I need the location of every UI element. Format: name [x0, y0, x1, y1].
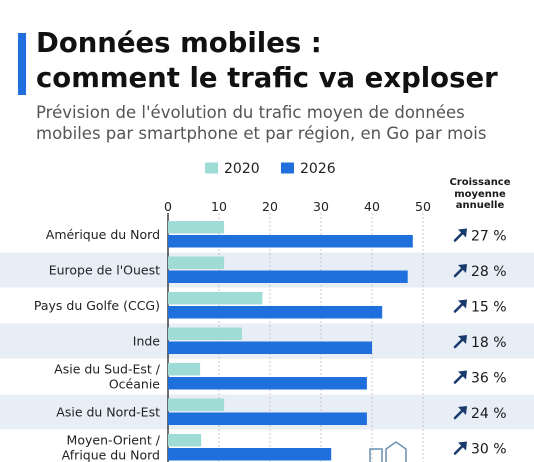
- growth-rate-label: 36 %: [471, 371, 507, 387]
- category-label: Inde: [133, 334, 161, 349]
- trend-up-arrow-icon-head: [458, 264, 467, 273]
- growth-rate-label: 15 %: [471, 300, 507, 316]
- trend-up-arrow-icon-head: [458, 370, 467, 380]
- bar-2020: [168, 327, 242, 340]
- growth-rate-label: 30 %: [471, 442, 507, 458]
- bar-2026: [168, 377, 367, 390]
- trend-up-arrow-icon-head: [458, 335, 467, 344]
- house-icon: [385, 441, 407, 462]
- bar-2026: [168, 270, 408, 283]
- growth-rate-label: 27 %: [471, 229, 507, 245]
- bar-2020: [168, 363, 201, 376]
- growth-header-line-3: annuelle: [455, 200, 505, 211]
- x-tick-label: 30: [313, 199, 329, 214]
- growth-rate-label: 18 %: [471, 335, 507, 351]
- title-accent-bar: [18, 33, 26, 95]
- title-line-2: comment le trafic va exploser: [36, 62, 498, 94]
- page-title: Données mobiles : comment le trafic va e…: [36, 26, 531, 96]
- bar-2020: [168, 434, 202, 447]
- bar-2026: [168, 341, 372, 354]
- category-label: Asie du Nord-Est: [56, 405, 160, 420]
- x-tick-label: 50: [415, 199, 431, 214]
- page-subtitle: Prévision de l'évolution du trafic moyen…: [36, 102, 531, 144]
- trend-up-arrow-icon-head: [458, 441, 467, 451]
- legend-label-2020: 2020: [224, 161, 260, 177]
- trend-up-arrow-icon-head: [458, 406, 467, 415]
- bar-2020: [168, 256, 225, 269]
- building-icon: [369, 448, 383, 462]
- legend-label-2026: 2026: [300, 161, 336, 177]
- x-tick-label: 10: [211, 199, 227, 214]
- x-tick-label: 40: [364, 199, 380, 214]
- growth-column-header: Croissance moyenne annuelle: [442, 177, 518, 212]
- bar-2026: [168, 235, 413, 248]
- trend-up-arrow-icon-head: [458, 299, 467, 309]
- category-label: Asie du Sud-Est /: [54, 362, 161, 377]
- bar-2026: [168, 448, 332, 461]
- growth-rate-label: 28 %: [471, 264, 507, 280]
- growth-rate-label: 24 %: [471, 406, 507, 422]
- bar-2026: [168, 412, 367, 425]
- title-line-1: Données mobiles :: [36, 27, 322, 59]
- subtitle-line-2: mobiles par smartphone et par région, en…: [36, 124, 487, 143]
- category-label: Pays du Golfe (CCG): [34, 298, 160, 313]
- legend-swatch-2026: [281, 162, 294, 174]
- growth-header-line-1: Croissance: [449, 177, 511, 188]
- legend-swatch-2020: [205, 162, 218, 174]
- category-label: Océanie: [109, 377, 160, 392]
- bar-2026: [168, 306, 383, 319]
- category-label: Europe de l'Ouest: [49, 263, 160, 278]
- trend-up-arrow-icon-head: [458, 228, 467, 238]
- category-label: Amérique du Nord: [46, 227, 160, 242]
- category-label: Moyen-Orient /: [67, 433, 161, 448]
- bar-2020: [168, 221, 225, 234]
- growth-header-line-2: moyenne: [454, 188, 506, 200]
- category-label: Afrique du Nord: [62, 448, 160, 462]
- x-tick-label: 20: [262, 199, 278, 214]
- subtitle-line-1: Prévision de l'évolution du trafic moyen…: [36, 103, 465, 122]
- bar-2020: [168, 292, 263, 305]
- bar-2020: [168, 398, 225, 411]
- x-tick-label: 0: [164, 199, 172, 214]
